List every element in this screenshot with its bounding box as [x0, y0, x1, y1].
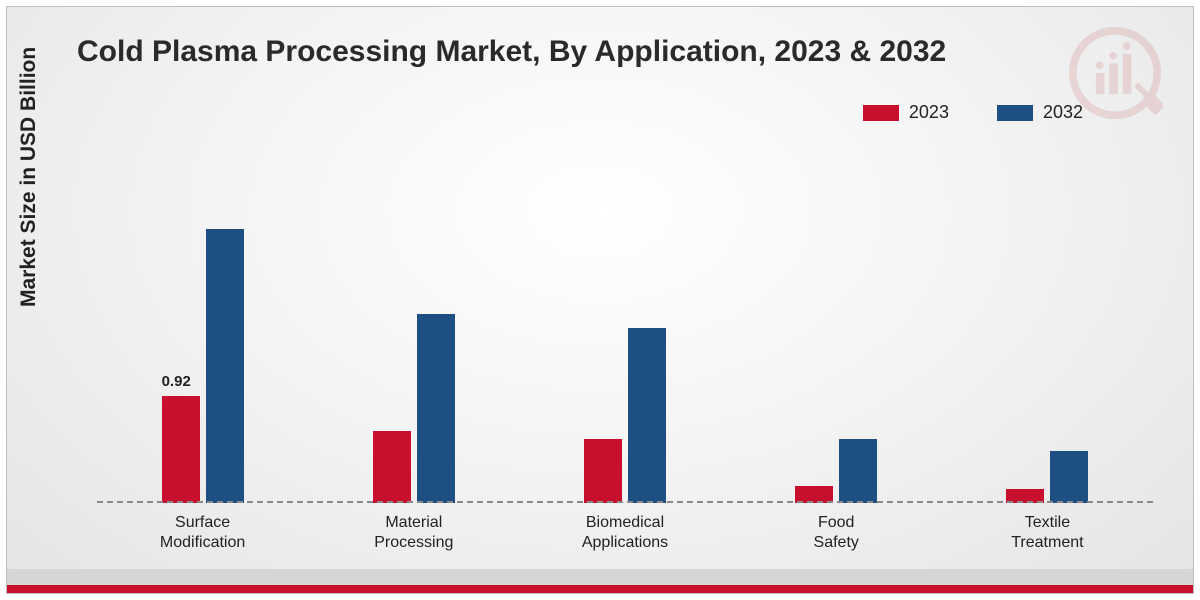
footer-grey-bar — [7, 569, 1193, 585]
chart-title: Cold Plasma Processing Market, By Applic… — [77, 35, 946, 69]
plot-area: 0.92 — [97, 157, 1153, 503]
legend-swatch-2023 — [863, 105, 899, 121]
bar-2023 — [373, 431, 411, 503]
bar-group — [519, 157, 730, 503]
x-axis-category-label: TextileTreatment — [942, 513, 1153, 553]
legend-label-2032: 2032 — [1043, 102, 1083, 123]
bar-group — [308, 157, 519, 503]
bar-2023 — [584, 439, 622, 503]
x-axis-labels: SurfaceModificationMaterialProcessingBio… — [97, 513, 1153, 553]
legend-item-2032: 2032 — [997, 102, 1083, 123]
bar-2032 — [417, 314, 455, 503]
x-axis-category-label: FoodSafety — [731, 513, 942, 553]
x-axis-category-label: MaterialProcessing — [308, 513, 519, 553]
chart-frame: Cold Plasma Processing Market, By Applic… — [6, 6, 1194, 594]
bar-group — [731, 157, 942, 503]
bar-group — [942, 157, 1153, 503]
bar-2032 — [628, 328, 666, 503]
bar-2032 — [839, 439, 877, 503]
x-axis-category-label: BiomedicalApplications — [519, 513, 730, 553]
bar-group: 0.92 — [97, 157, 308, 503]
legend: 2023 2032 — [863, 102, 1083, 123]
y-axis-label: Market Size in USD Billion — [17, 47, 41, 307]
legend-label-2023: 2023 — [909, 102, 949, 123]
bar-2032 — [1050, 451, 1088, 504]
bar-value-label: 0.92 — [162, 373, 191, 390]
legend-item-2023: 2023 — [863, 102, 949, 123]
footer-red-bar — [7, 585, 1193, 593]
bar-2032 — [206, 229, 244, 503]
bar-2023 — [162, 396, 200, 503]
legend-swatch-2032 — [997, 105, 1033, 121]
x-axis-category-label: SurfaceModification — [97, 513, 308, 553]
bar-groups: 0.92 — [97, 157, 1153, 503]
x-axis-baseline — [97, 501, 1153, 503]
